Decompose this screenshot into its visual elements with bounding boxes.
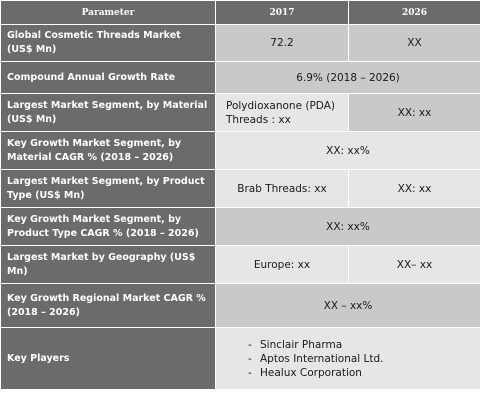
value-2017: Europe: xx	[215, 245, 349, 284]
value-span: XX: xx%	[215, 131, 480, 170]
key-players-list: Sinclair Pharma Aptos International Ltd.…	[222, 338, 474, 380]
list-item: Aptos International Ltd.	[248, 352, 474, 366]
row-label: Largest Market by Geography (US$ Mn)	[0, 245, 216, 284]
row-label: Global Cosmetic Threads Market (US$ Mn)	[0, 24, 216, 62]
table-row: Largest Market Segment, by Material (US$…	[0, 93, 480, 132]
header-parameter: Parameter	[0, 0, 216, 25]
row-label: Largest Market Segment, by Material (US$…	[0, 93, 216, 132]
table-row: Key Players Sinclair Pharma Aptos Intern…	[0, 327, 480, 390]
value-2026: XX: xx	[348, 169, 480, 208]
header-2026: 2026	[348, 0, 480, 25]
value-2017: 72.2	[215, 24, 349, 62]
table-row: Global Cosmetic Threads Market (US$ Mn) …	[0, 24, 480, 62]
table-row: Largest Market Segment, by Product Type …	[0, 169, 480, 208]
table-row: Key Growth Market Segment, by Material C…	[0, 131, 480, 170]
value-span: XX: xx%	[215, 207, 480, 246]
table-row: Largest Market by Geography (US$ Mn) Eur…	[0, 245, 480, 284]
list-item: Sinclair Pharma	[248, 338, 474, 352]
value-2026: XX– xx	[348, 245, 480, 284]
value-2017: Polydioxanone (PDA) Threads : xx	[215, 93, 349, 132]
row-label: Key Growth Market Segment, by Material C…	[0, 131, 216, 170]
header-row: Parameter 2017 2026	[0, 0, 480, 25]
table-row: Compound Annual Growth Rate 6.9% (2018 –…	[0, 61, 480, 94]
market-summary-table: Parameter 2017 2026 Global Cosmetic Thre…	[0, 0, 480, 390]
value-2017: Brab Threads: xx	[215, 169, 349, 208]
value-2026: XX: xx	[348, 93, 480, 132]
row-label: Key Players	[0, 327, 216, 390]
header-2017: 2017	[215, 0, 349, 25]
row-label: Key Growth Regional Market CAGR % (2018 …	[0, 283, 216, 328]
table-row: Key Growth Market Segment, by Product Ty…	[0, 207, 480, 246]
row-label: Compound Annual Growth Rate	[0, 61, 216, 94]
list-item: Healux Corporation	[248, 366, 474, 380]
value-span: 6.9% (2018 – 2026)	[215, 61, 480, 94]
row-label: Key Growth Market Segment, by Product Ty…	[0, 207, 216, 246]
row-label: Largest Market Segment, by Product Type …	[0, 169, 216, 208]
value-2026: XX	[348, 24, 480, 62]
key-players-cell: Sinclair Pharma Aptos International Ltd.…	[215, 327, 480, 390]
value-span: XX – xx%	[215, 283, 480, 328]
table-row: Key Growth Regional Market CAGR % (2018 …	[0, 283, 480, 328]
